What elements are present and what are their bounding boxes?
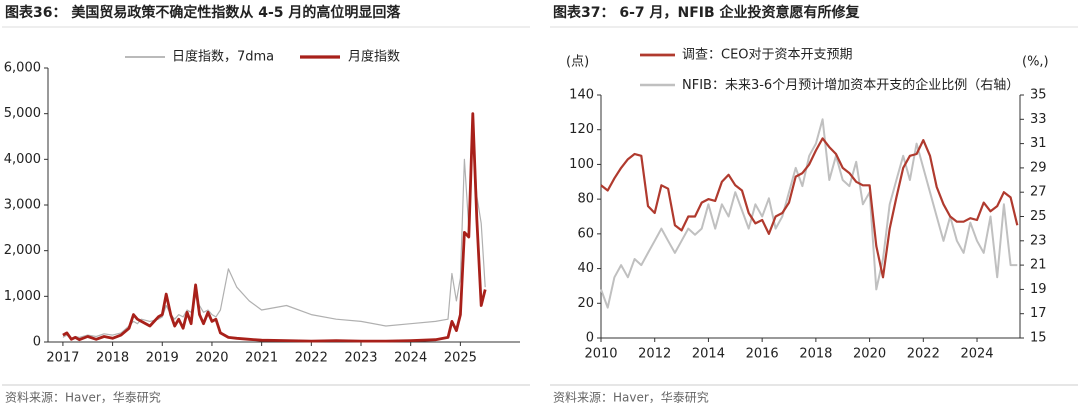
legend-entry: 月度指数 (348, 49, 400, 65)
y-tick-label: 2,000 (4, 243, 41, 258)
y2-tick-label: 35 (1030, 88, 1047, 103)
x-tick-label: 2024 (960, 347, 993, 362)
x-tick-label: 2017 (46, 351, 79, 366)
y-tick-label: 60 (577, 226, 594, 241)
x-tick-label: 2010 (584, 347, 617, 362)
legend-entry: NFIB：未来3-6个月预计增加资本开支的企业比例（右轴） (682, 78, 1020, 93)
y-axis-label: (点) (566, 55, 589, 70)
series-line (600, 137, 1019, 279)
y-tick-label: 140 (569, 88, 594, 103)
source-note: 资料来源：Haver，华泰研究 (553, 390, 709, 405)
x-tick-label: 2025 (444, 351, 477, 366)
y-tick-label: 6,000 (4, 61, 41, 76)
y-tick-label: 3,000 (4, 198, 41, 213)
y2-tick-label: 27 (1030, 185, 1047, 200)
y2-tick-label: 19 (1030, 282, 1047, 297)
y2-tick-label: 15 (1030, 331, 1047, 346)
x-tick-label: 2014 (692, 347, 725, 362)
y-tick-label: 80 (577, 192, 594, 207)
chart-title: 图表37： 6-7 月，NFIB 企业投资意愿有所修复 (553, 4, 861, 21)
y-tick-label: 100 (569, 157, 594, 172)
legend-entry: 调查：CEO对于资本开支预期 (682, 48, 853, 63)
y-tick-label: 1,000 (4, 289, 41, 304)
y-tick-label: 0 (33, 335, 41, 350)
y2-axis-label: (%,) (1022, 55, 1049, 70)
x-tick-label: 2018 (799, 347, 832, 362)
x-tick-label: 2021 (245, 351, 278, 366)
x-tick-label: 2022 (295, 351, 328, 366)
y-tick-label: 5,000 (4, 106, 41, 121)
y-tick-label: 40 (577, 261, 594, 276)
y-tick-label: 0 (586, 331, 594, 346)
x-tick-label: 2020 (195, 351, 228, 366)
source-note: 资料来源：Haver，华泰研究 (5, 390, 161, 405)
series-line (62, 112, 487, 343)
y2-tick-label: 31 (1030, 136, 1047, 151)
y-tick-label: 20 (577, 296, 594, 311)
x-tick-label: 2023 (344, 351, 377, 366)
x-tick-label: 2016 (746, 347, 779, 362)
y2-tick-label: 25 (1030, 209, 1047, 224)
x-tick-label: 2018 (96, 351, 129, 366)
y2-tick-label: 23 (1030, 233, 1047, 248)
x-tick-label: 2022 (907, 347, 940, 362)
legend-entry: 日度指数，7dma (172, 49, 274, 65)
chart-title: 图表36： 美国贸易政策不确定性指数从 4-5 月的高位明显回落 (5, 4, 401, 21)
y-tick-label: 4,000 (4, 152, 41, 167)
y2-tick-label: 29 (1030, 160, 1047, 175)
y2-tick-label: 33 (1030, 112, 1047, 127)
series-line (600, 118, 1018, 309)
x-tick-label: 2020 (853, 347, 886, 362)
y2-tick-label: 17 (1030, 306, 1047, 321)
x-tick-label: 2024 (394, 351, 427, 366)
x-tick-label: 2012 (638, 347, 671, 362)
x-tick-label: 2019 (146, 351, 179, 366)
y-tick-label: 120 (569, 122, 594, 137)
y2-tick-label: 21 (1030, 258, 1047, 273)
series-line (62, 117, 486, 339)
